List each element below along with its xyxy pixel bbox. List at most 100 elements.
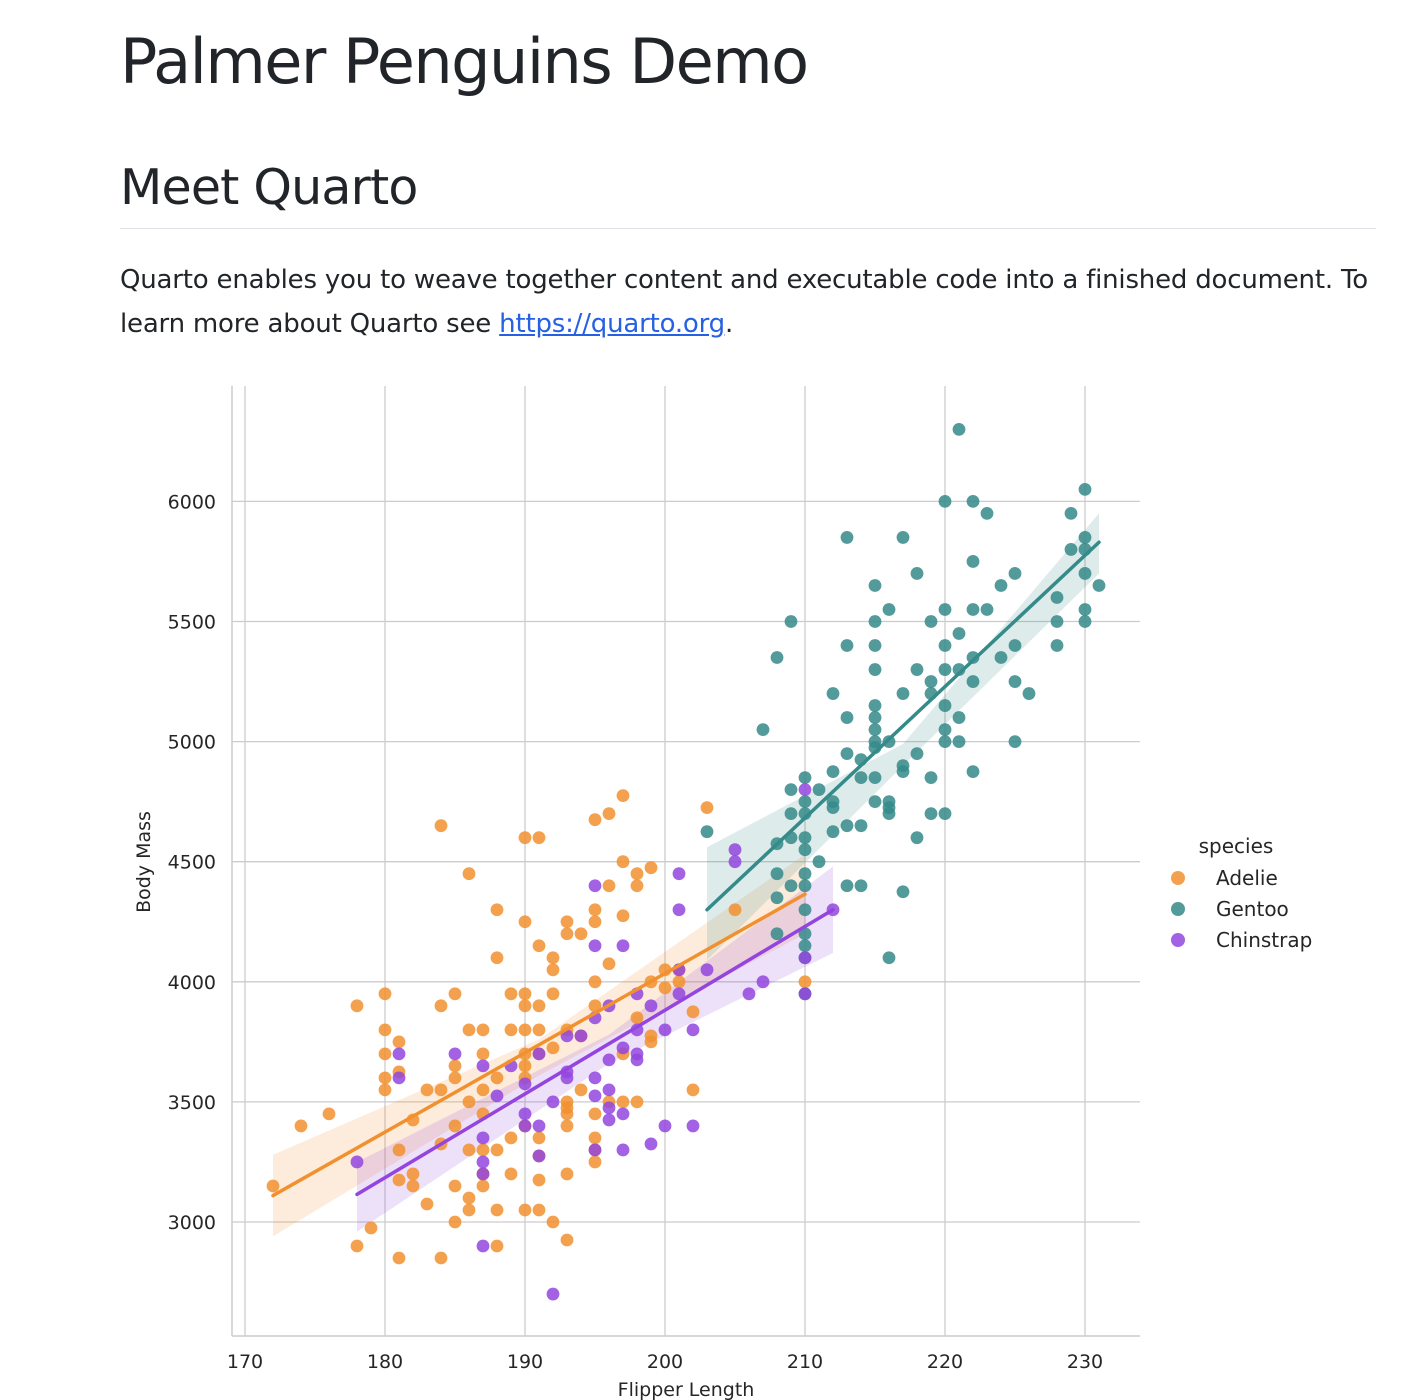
gentoo-point xyxy=(784,615,798,628)
adelie-point xyxy=(434,819,448,833)
gentoo-point xyxy=(952,627,966,640)
adelie-point xyxy=(448,1119,462,1133)
gentoo-point xyxy=(784,807,798,821)
gentoo-point xyxy=(868,615,882,628)
adelie-point xyxy=(518,987,532,1001)
adelie-legend-marker xyxy=(1171,871,1185,885)
gentoo-point xyxy=(938,735,952,748)
quarto-link[interactable]: https://quarto.org xyxy=(499,309,725,339)
adelie-point xyxy=(476,1023,490,1037)
adelie-point xyxy=(294,1119,308,1133)
adelie-point xyxy=(560,1233,574,1247)
y-tick-label: 5000 xyxy=(168,732,216,754)
gentoo-point xyxy=(798,831,812,845)
gentoo-point xyxy=(910,831,924,845)
adelie-point xyxy=(798,975,812,989)
adelie-point xyxy=(504,1023,518,1037)
gentoo-point xyxy=(966,765,980,779)
y-tick-label: 4000 xyxy=(168,972,216,994)
x-tick-label: 230 xyxy=(1067,1351,1103,1373)
gentoo-point xyxy=(798,771,812,785)
gentoo-point xyxy=(1008,735,1022,748)
gentoo-point xyxy=(868,723,882,736)
intro-text: Quarto enables you to weave together con… xyxy=(120,265,1368,339)
adelie-point xyxy=(588,1155,602,1169)
adelie-point xyxy=(406,1179,420,1193)
chinstrap-point xyxy=(518,1119,532,1133)
chinstrap-point xyxy=(686,1023,700,1037)
adelie-point xyxy=(630,1011,644,1025)
adelie-point xyxy=(574,927,588,941)
intro-text-end: . xyxy=(724,309,734,339)
gentoo-point xyxy=(798,927,812,941)
gentoo-point xyxy=(952,422,966,436)
gentoo-point xyxy=(952,735,966,748)
gentoo-point xyxy=(966,675,980,688)
gentoo-legend-label: Gentoo xyxy=(1216,897,1289,921)
adelie-point xyxy=(602,957,616,971)
chinstrap-legend-label: Chinstrap xyxy=(1216,928,1312,952)
gentoo-point xyxy=(966,651,980,664)
gentoo-point xyxy=(1078,531,1092,544)
chart-legend: species Adelie Gentoo Chinstrap xyxy=(1171,834,1312,952)
adelie-point xyxy=(462,1095,476,1109)
adelie-point xyxy=(588,1131,602,1145)
adelie-point xyxy=(700,801,714,815)
gentoo-point xyxy=(896,765,910,779)
adelie-point xyxy=(546,1215,560,1229)
adelie-point xyxy=(602,807,616,821)
adelie-legend-label: Adelie xyxy=(1216,866,1278,890)
adelie-point xyxy=(504,1167,518,1181)
gentoo-point xyxy=(924,771,938,785)
chinstrap-point xyxy=(700,963,714,977)
chinstrap-point xyxy=(532,1119,546,1133)
chinstrap-point xyxy=(602,1083,616,1097)
gentoo-point xyxy=(840,639,854,652)
gentoo-point xyxy=(812,855,826,869)
gentoo-point xyxy=(896,531,910,544)
chinstrap-point xyxy=(798,951,812,965)
adelie-point xyxy=(420,1083,434,1097)
adelie-point xyxy=(518,915,532,929)
adelie-point xyxy=(560,1167,574,1181)
adelie-point xyxy=(658,981,672,995)
chinstrap-point xyxy=(644,1137,658,1151)
section-heading: Meet Quarto xyxy=(120,159,418,216)
adelie-point xyxy=(644,1035,658,1049)
gentoo-point xyxy=(994,651,1008,664)
gentoo-point xyxy=(854,879,868,893)
gentoo-point xyxy=(756,723,770,736)
adelie-point xyxy=(686,1005,700,1019)
adelie-point xyxy=(378,1071,392,1085)
x-tick-label: 170 xyxy=(227,1351,263,1373)
gentoo-point xyxy=(784,783,798,797)
gentoo-point xyxy=(868,771,882,785)
gentoo-point xyxy=(854,771,868,785)
adelie-point xyxy=(462,867,476,881)
chinstrap-point xyxy=(798,987,812,1001)
adelie-point xyxy=(490,903,504,917)
section-divider xyxy=(120,228,1376,229)
adelie-point xyxy=(518,1023,532,1037)
chinstrap-legend-marker xyxy=(1171,933,1185,947)
gentoo-point xyxy=(868,639,882,652)
chinstrap-point xyxy=(672,867,686,881)
gentoo-point xyxy=(798,879,812,893)
gentoo-point xyxy=(938,639,952,652)
adelie-point xyxy=(462,1023,476,1037)
gentoo-point xyxy=(938,699,952,712)
chinstrap-point xyxy=(392,1047,406,1061)
adelie-point xyxy=(560,927,574,941)
adelie-point xyxy=(350,1239,364,1253)
adelie-point xyxy=(476,1047,490,1061)
adelie-point xyxy=(266,1179,280,1193)
gentoo-point xyxy=(1078,615,1092,628)
adelie-point xyxy=(378,1047,392,1061)
chinstrap-point xyxy=(518,1077,532,1091)
adelie-point xyxy=(532,1131,546,1145)
chinstrap-regression-line xyxy=(355,907,835,1197)
chinstrap-point xyxy=(532,1149,546,1163)
chinstrap-point xyxy=(728,855,742,869)
intro-paragraph: Quarto enables you to weave together con… xyxy=(120,258,1376,346)
gentoo-point xyxy=(1078,567,1092,580)
